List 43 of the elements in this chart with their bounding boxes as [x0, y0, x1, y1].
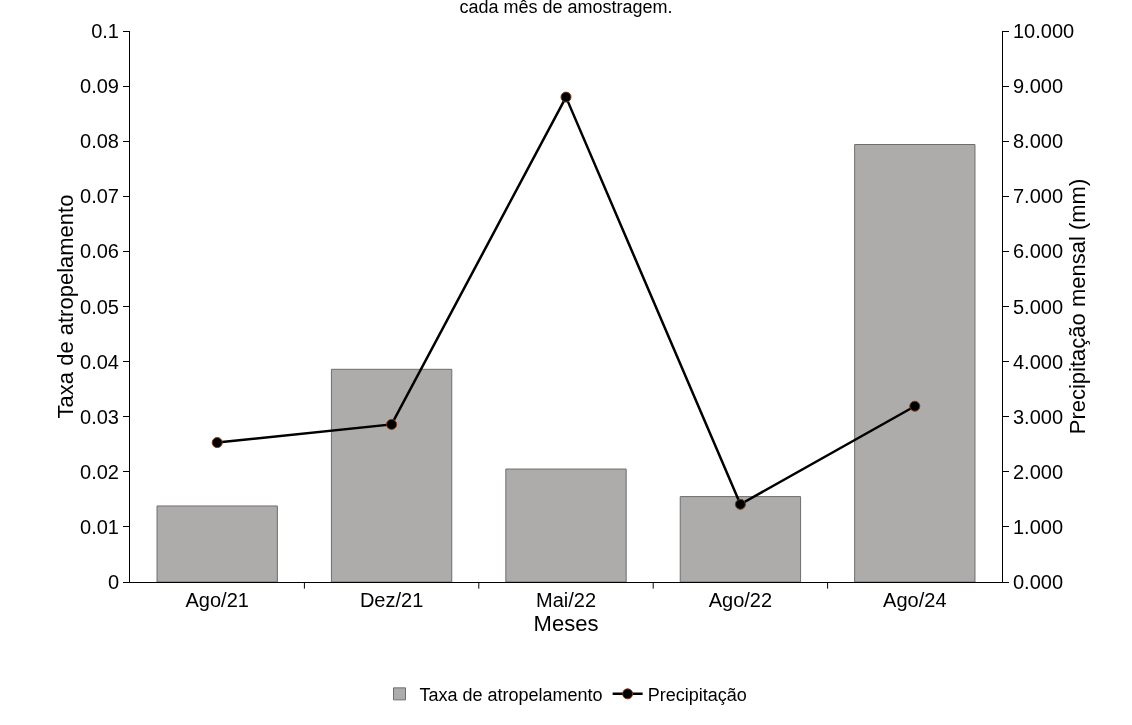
point	[909, 400, 921, 412]
point	[211, 437, 223, 449]
y2-tick-label: 7.000	[1013, 185, 1064, 208]
y2-tick-label: 5.000	[1013, 295, 1064, 318]
y-tick-label: 0.03	[80, 405, 119, 428]
y-tick-label: 0.09	[80, 75, 119, 98]
y-tick-label: 0.01	[80, 515, 119, 538]
y-tick-label: 0.1	[91, 20, 119, 42]
y2-tick-label: 4.000	[1013, 350, 1064, 373]
y2-tick-label: 2.000	[1013, 460, 1064, 483]
y-axis-title: Taxa de atropelamento	[53, 194, 79, 419]
x-axis-title: Meses	[533, 611, 599, 636]
y2-tick-label: 6.000	[1013, 240, 1064, 263]
bar	[156, 505, 278, 582]
x-tick-label: Ago/24	[883, 589, 947, 611]
x-tick-label: Dez/21	[359, 589, 424, 611]
bar	[854, 144, 976, 582]
y2-tick-label: 9.000	[1013, 75, 1064, 98]
x-tick-label: Ago/22	[708, 589, 773, 611]
y-tick-label: 0.04	[80, 350, 119, 373]
bar	[505, 468, 627, 582]
bar	[679, 496, 802, 582]
y2-tick-label: 10.000	[1013, 20, 1075, 42]
y2-axis-title: Precipitação mensal (mm)	[1065, 178, 1091, 435]
chart-title: cada mês de amostragem.	[459, 0, 673, 17]
point	[560, 91, 572, 103]
x-tick-label: Ago/21	[185, 589, 249, 611]
bar	[330, 368, 453, 582]
x-tick-label: Mai/22	[535, 589, 597, 611]
y-tick-label: 0.06	[80, 240, 119, 263]
y-tick-label: 0.08	[80, 130, 119, 153]
y-tick-label: 0.07	[80, 185, 119, 208]
y2-tick-label: 1.000	[1013, 515, 1064, 538]
y2-tick-label: 3.000	[1013, 405, 1064, 428]
y-tick-label: 0	[107, 571, 119, 593]
point	[386, 418, 398, 430]
y-tick-label: 0.05	[80, 295, 119, 318]
y2-tick-label: 0.000	[1013, 571, 1064, 593]
point	[734, 498, 746, 510]
legend-label: Taxa de atropelamento	[419, 684, 603, 705]
y-tick-label: 0.02	[80, 460, 119, 483]
legend-label: Precipitação	[647, 684, 747, 705]
y2-tick-label: 8.000	[1013, 130, 1064, 153]
